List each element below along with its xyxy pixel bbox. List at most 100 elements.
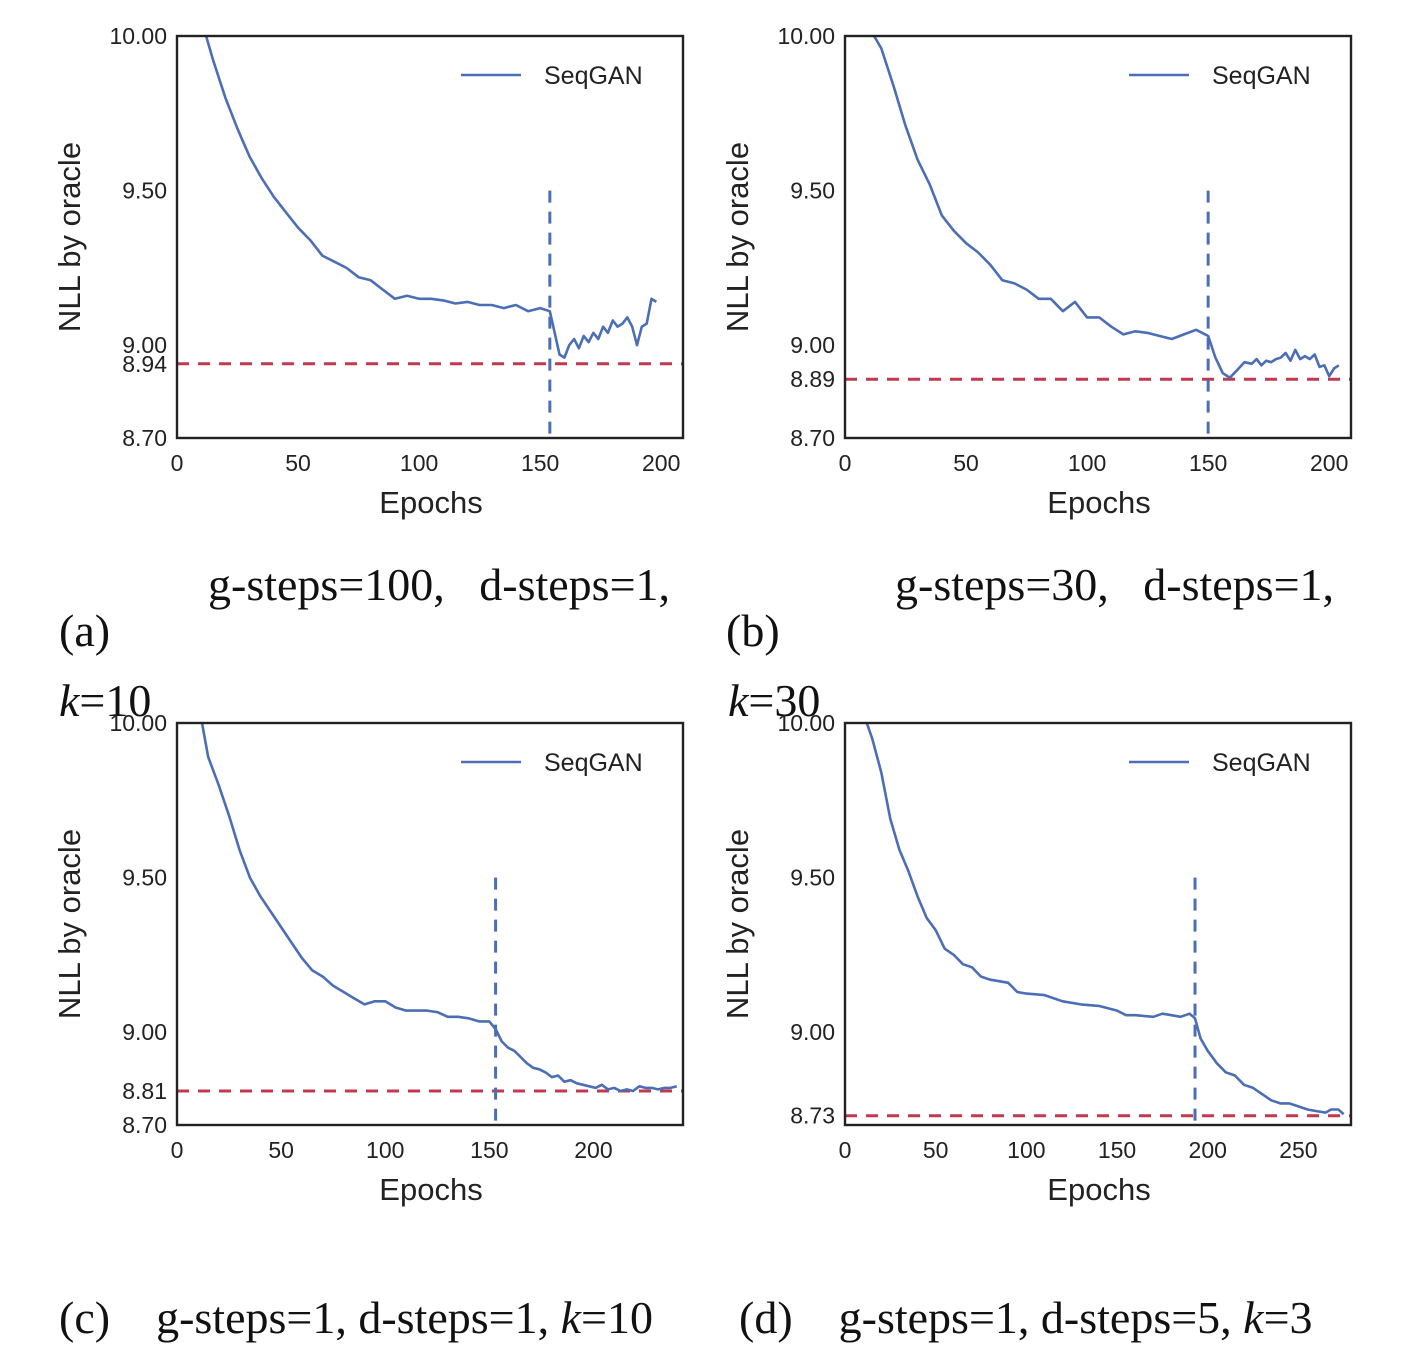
plot-content bbox=[845, 36, 1351, 438]
y-tick-label: 10.00 bbox=[109, 23, 167, 49]
plot-content bbox=[177, 723, 683, 1125]
x-tick-label: 150 bbox=[521, 450, 559, 476]
caption-a-k-value: =10 bbox=[79, 675, 152, 726]
caption-b-tag: (b) bbox=[726, 605, 780, 656]
x-tick-label: 150 bbox=[1189, 450, 1227, 476]
caption-b: (b) g-steps=30, d-steps=1, bbox=[703, 562, 1334, 656]
caption-c-k-symbol: k bbox=[560, 1292, 582, 1343]
caption-d-tag: (d) bbox=[739, 1292, 793, 1343]
x-axis-title: Epochs bbox=[1047, 1172, 1150, 1207]
caption-b-text: g-steps=30, d-steps=1, bbox=[895, 559, 1335, 610]
legend: SeqGAN bbox=[1129, 749, 1311, 777]
x-axis-title: Epochs bbox=[379, 1172, 482, 1207]
x-tick-label: 200 bbox=[574, 1137, 612, 1163]
x-tick-label: 100 bbox=[1068, 450, 1106, 476]
x-tick-label: 50 bbox=[953, 450, 979, 476]
y-axis-title: NLL by oracle bbox=[52, 829, 87, 1019]
series-line-seqgan bbox=[872, 36, 1340, 380]
x-tick-label: 100 bbox=[1007, 1137, 1045, 1163]
y-tick-label: 8.70 bbox=[122, 1112, 167, 1138]
y-tick-label: 9.00 bbox=[122, 332, 167, 358]
caption-a: (a) g-steps=100, d-steps=1, bbox=[36, 562, 670, 656]
plot-frame bbox=[175, 721, 685, 1127]
y-tick-label: 9.50 bbox=[790, 865, 835, 891]
y-tick-label: 9.00 bbox=[790, 1019, 835, 1045]
y-tick-label: 8.70 bbox=[790, 425, 835, 451]
series-line-seqgan bbox=[204, 36, 658, 359]
plot-area bbox=[845, 723, 1351, 1125]
plot-area bbox=[177, 723, 683, 1125]
caption-c-text: g-steps=1, d-steps=1, bbox=[156, 1292, 561, 1343]
x-tick-label: 0 bbox=[171, 450, 184, 476]
x-tick-label: 100 bbox=[366, 1137, 404, 1163]
y-tick-label: 9.50 bbox=[122, 178, 167, 204]
chart-panel-a: 0 50 100 150 200 8.70 8.94 9.00 9.50 10.00 Epochs N… bbox=[0, 0, 714, 540]
series-line-seqgan bbox=[200, 723, 678, 1093]
caption-d-k-symbol: k bbox=[1243, 1292, 1264, 1343]
plot-content bbox=[177, 36, 683, 438]
caption-c-tag: (c) bbox=[59, 1292, 111, 1343]
x-tick-label: 150 bbox=[470, 1137, 508, 1163]
legend-label: SeqGAN bbox=[1212, 749, 1311, 777]
caption-a-tag: (a) bbox=[59, 605, 111, 656]
y-tick-label: 9.00 bbox=[790, 332, 835, 358]
chart-panel-b: 0 50 100 150 200 8.70 8.89 9.00 9.50 10.00 Epochs N… bbox=[668, 0, 1382, 540]
caption-d: (d) g-steps=1, d-steps=5, k=3 bbox=[716, 1249, 1313, 1341]
caption-c: (c) g-steps=1, d-steps=1, k=10 bbox=[36, 1249, 653, 1341]
x-tick-label: 50 bbox=[268, 1137, 294, 1163]
y-tick-label: 10.00 bbox=[777, 710, 835, 736]
y-tick-label: 8.94 bbox=[122, 351, 167, 377]
caption-d-text: g-steps=1, d-steps=5, bbox=[838, 1292, 1244, 1343]
caption-b-k-symbol: k bbox=[728, 675, 749, 726]
plot-content bbox=[845, 723, 1351, 1125]
y-tick-label: 9.50 bbox=[122, 865, 167, 891]
plot-frame bbox=[843, 34, 1353, 440]
x-tick-label: 0 bbox=[171, 1137, 184, 1163]
x-tick-label: 0 bbox=[839, 450, 852, 476]
caption-a-k-symbol: k bbox=[59, 675, 80, 726]
y-tick-label: 8.81 bbox=[122, 1078, 167, 1104]
y-tick-label: 9.50 bbox=[790, 178, 835, 204]
x-tick-label: 50 bbox=[923, 1137, 949, 1163]
chart-c-svg: 0 50 100 150 200 8.70 8.81 9.00 9.50 10.00 Epochs N… bbox=[52, 710, 685, 1207]
caption-d-k-value: =3 bbox=[1263, 1292, 1313, 1343]
legend: SeqGAN bbox=[461, 62, 643, 90]
legend: SeqGAN bbox=[1129, 62, 1311, 90]
legend-label: SeqGAN bbox=[544, 749, 643, 777]
y-tick-label: 9.00 bbox=[122, 1019, 167, 1045]
caption-b-k: k=30 bbox=[705, 632, 820, 724]
x-axis-title: Epochs bbox=[379, 485, 482, 520]
x-axis-title: Epochs bbox=[1047, 485, 1150, 520]
x-tick-label: 100 bbox=[400, 450, 438, 476]
caption-a-text: g-steps=100, d-steps=1, bbox=[208, 559, 671, 610]
y-axis-title: NLL by oracle bbox=[720, 829, 755, 1019]
y-axis-title: NLL by oracle bbox=[720, 142, 755, 332]
x-tick-label: 200 bbox=[642, 450, 680, 476]
plot-frame bbox=[843, 721, 1353, 1127]
y-tick-label: 10.00 bbox=[777, 23, 835, 49]
plot-frame bbox=[175, 34, 685, 440]
y-tick-label: 8.70 bbox=[122, 425, 167, 451]
series-line-seqgan bbox=[865, 723, 1345, 1116]
chart-a-svg: 0 50 100 150 200 8.70 8.949.00 9.50 10.00 Epochs N… bbox=[52, 23, 685, 520]
x-tick-label: 0 bbox=[839, 1137, 852, 1163]
y-axis-title: NLL by oracle bbox=[52, 142, 87, 332]
x-tick-label: 200 bbox=[1310, 450, 1348, 476]
y-tick-label: 8.89 bbox=[790, 366, 835, 392]
legend-label: SeqGAN bbox=[544, 62, 643, 90]
legend: SeqGAN bbox=[461, 749, 643, 777]
y-tick-label: 8.73 bbox=[790, 1103, 835, 1129]
chart-d-svg: 0 50 100 150 200 250 8.73 9.00 9.50 10.00 Epochs NL… bbox=[720, 710, 1353, 1207]
x-tick-label: 150 bbox=[1098, 1137, 1136, 1163]
caption-c-k-value: =10 bbox=[581, 1292, 653, 1343]
caption-a-k: k=10 bbox=[36, 632, 151, 724]
chart-panel-d: 0 50 100 150 200 250 8.73 9.00 9.50 10.00 Epochs NL… bbox=[668, 687, 1382, 1227]
legend-label: SeqGAN bbox=[1212, 62, 1311, 90]
plot-area bbox=[845, 36, 1351, 438]
x-tick-label: 200 bbox=[1189, 1137, 1227, 1163]
chart-panel-c: 0 50 100 150 200 8.70 8.81 9.00 9.50 10.00 Epochs N… bbox=[0, 687, 714, 1227]
chart-b-svg: 0 50 100 150 200 8.70 8.89 9.00 9.50 10.00 Epochs N… bbox=[720, 23, 1353, 520]
plot-area bbox=[177, 36, 683, 438]
y-tick-label: 10.00 bbox=[109, 710, 167, 736]
x-tick-label: 50 bbox=[285, 450, 311, 476]
